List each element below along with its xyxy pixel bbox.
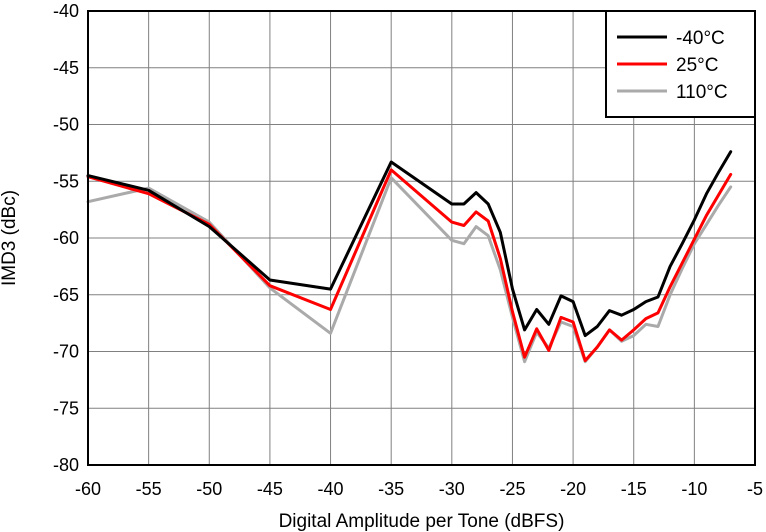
x-tick-label: -5 [747, 479, 763, 499]
legend-label: 25°C [676, 55, 718, 76]
x-tick-label: -10 [681, 479, 707, 499]
x-tick-label: -40 [318, 479, 344, 499]
plot-frame [87, 10, 756, 466]
x-tick-label: -25 [499, 479, 525, 499]
y-axis-label: IMD3 (dBc) [0, 190, 20, 286]
x-tick-label: -45 [257, 479, 283, 499]
x-tick-label: -35 [378, 479, 404, 499]
series-line-1 [86, 168, 733, 363]
x-tick-label: -20 [560, 479, 586, 499]
x-tick-label: -30 [439, 479, 465, 499]
tick-labels: -60 -55 -50 -45 -40 -35 -30 -25 -20 -15 -10 -5 -40 -4… [53, 1, 763, 499]
y-tick-label: -40 [53, 1, 79, 21]
series-lines [86, 150, 733, 364]
legend-label: 110°C [676, 82, 728, 103]
x-tick-label: -55 [136, 479, 162, 499]
y-tick-label: -60 [53, 228, 79, 248]
series-line-0 [86, 150, 733, 338]
y-tick-label: -55 [53, 171, 79, 191]
y-tick-label: -65 [53, 285, 79, 305]
legend-label: -40°C [676, 28, 725, 49]
legend: -40°C 25°C 110°C [605, 10, 756, 118]
x-axis-label: Digital Amplitude per Tone (dBFS) [279, 511, 565, 532]
y-tick-label: -70 [53, 342, 79, 362]
y-tick-label: -45 [53, 58, 79, 78]
x-tick-label: -60 [75, 479, 101, 499]
y-tick-label: -75 [53, 398, 79, 418]
x-tick-label: -15 [621, 479, 647, 499]
series-line-2 [86, 176, 733, 364]
x-tick-label: -50 [196, 479, 222, 499]
y-tick-label: -80 [53, 455, 79, 475]
y-tick-label: -50 [53, 115, 79, 135]
